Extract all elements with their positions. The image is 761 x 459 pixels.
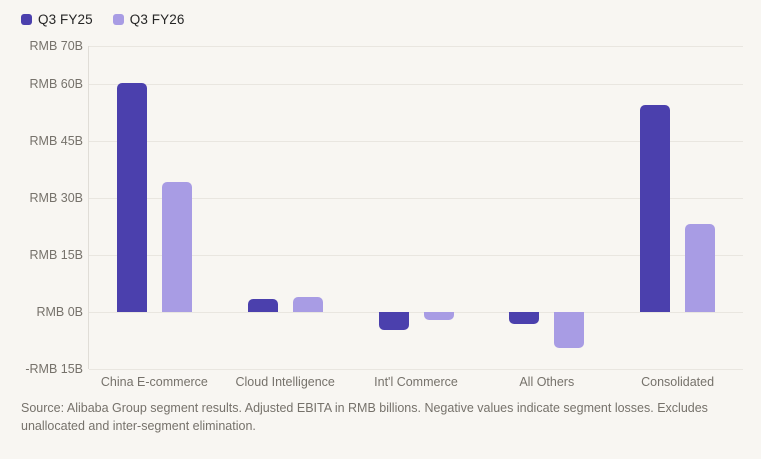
y-axis-tick-label: RMB 0B (36, 305, 83, 319)
y-axis-tick-label: RMB 45B (29, 134, 84, 148)
bar-q3-fy25-consolidated (640, 104, 671, 312)
bar-q3-fy26-china-e-commerce (161, 181, 192, 312)
gridline-rmb-60b (89, 83, 743, 85)
x-axis-category-label: All Others (519, 375, 575, 389)
source-note: Source: Alibaba Group segment results. A… (21, 401, 708, 433)
y-axis-tick-label: RMB 70B (29, 39, 84, 53)
x-axis-category-label: China E-commerce (100, 375, 208, 389)
y-axis-tick-label: RMB 15B (29, 248, 84, 262)
gridline-rmb-0b (89, 311, 743, 313)
gridline-rmb-45b (89, 140, 743, 142)
x-axis-category-label: Consolidated (641, 375, 715, 389)
bar-q3-fy26-consolidated (685, 223, 716, 312)
legend-item-q3-fy25: Q3 FY25 (21, 12, 93, 27)
legend-item-q3-fy26: Q3 FY26 (112, 12, 185, 27)
y-axis-tick-label: RMB 60B (29, 77, 84, 91)
x-axis-category-label: Int'l Commerce (374, 375, 458, 389)
gridline-rmb-70b (89, 45, 743, 47)
gridline-rmb-15b (89, 254, 743, 256)
bar-q3-fy26-all-others (554, 312, 585, 349)
legend-label-q3-fy25: Q3 FY25 (38, 12, 93, 27)
bar-q3-fy25-china-e-commerce (116, 83, 147, 312)
bar-q3-fy25-cloud-intelligence (247, 299, 278, 312)
legend-label-q3-fy26: Q3 FY26 (129, 12, 185, 27)
x-axis-category-label: Cloud Intelligence (235, 375, 335, 389)
gridline-rmb-15b (89, 368, 743, 370)
y-axis-line (88, 46, 89, 369)
bar-q3-fy25-all-others (509, 312, 540, 324)
bar-q3-fy25-int-l-commerce (378, 312, 409, 331)
gridline-rmb-30b (89, 197, 743, 199)
legend-swatch-q3-fy26 (112, 14, 124, 25)
legend-swatch-q3-fy25 (21, 14, 32, 25)
bar-q3-fy26-int-l-commerce (423, 312, 454, 320)
bar-q3-fy26-cloud-intelligence (292, 297, 323, 312)
y-axis-tick-label: -RMB 15B (25, 362, 83, 376)
chart-legend: Q3 FY25 Q3 FY26 (21, 12, 184, 27)
y-axis-tick-label: RMB 30B (29, 191, 84, 205)
